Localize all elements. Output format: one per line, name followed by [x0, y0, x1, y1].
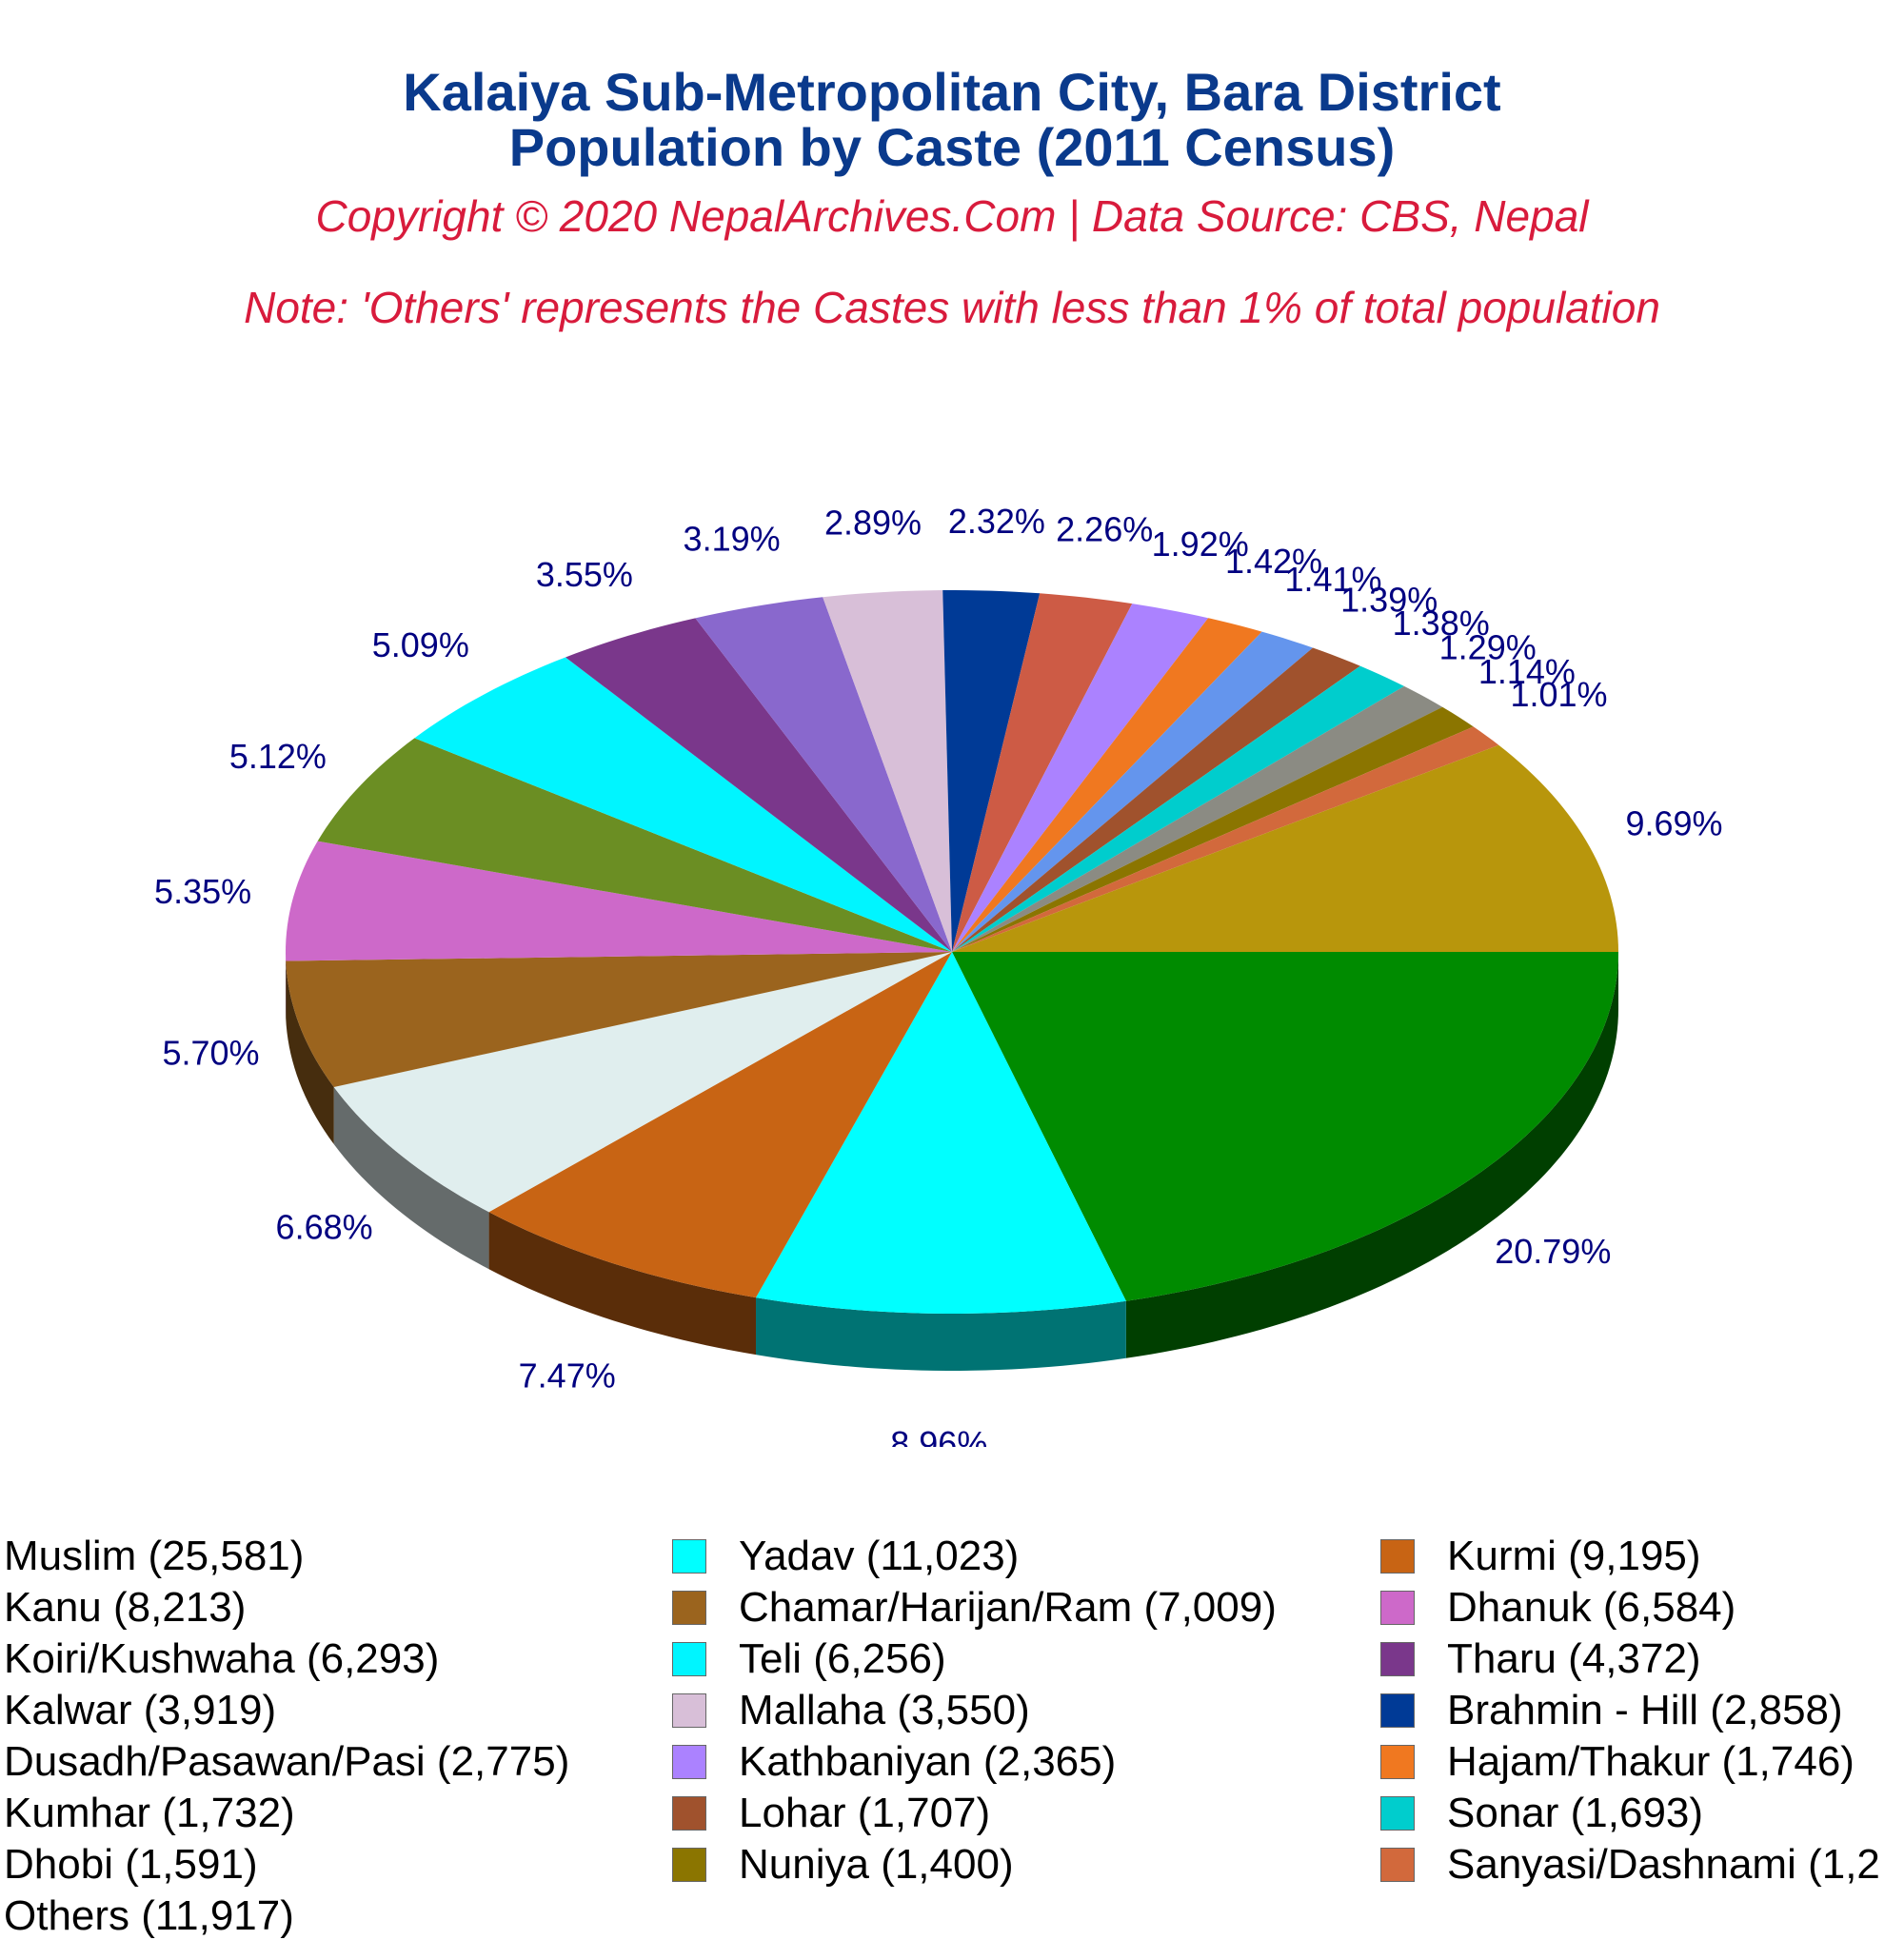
percent-label-kalwar: 3.19% — [684, 520, 781, 559]
legend-swatch — [1380, 1693, 1415, 1728]
legend-label: Koiri/Kushwaha (6,293) — [4, 1635, 439, 1683]
legend-label: Dusadh/Pasawan/Pasi (2,775) — [4, 1738, 569, 1786]
legend-label: Hajam/Thakur (1,746) — [1447, 1738, 1854, 1786]
legend-label: Yadav (11,023) — [739, 1533, 1019, 1580]
legend-swatch — [1380, 1745, 1415, 1779]
percent-label-dusadh-pasawan-pasi: 2.26% — [1056, 509, 1153, 548]
legend-swatch — [1380, 1539, 1415, 1574]
percent-label-dhanuk: 5.35% — [154, 872, 251, 911]
percent-label-kurmi: 7.47% — [519, 1356, 616, 1395]
legend-label: Mallaha (3,550) — [739, 1687, 1030, 1734]
legend-label: Chamar/Harijan/Ram (7,009) — [739, 1584, 1277, 1632]
legend-label: Lohar (1,707) — [739, 1790, 990, 1837]
legend-swatch — [1380, 1848, 1415, 1882]
percent-label-muslim: 20.79% — [1495, 1232, 1611, 1271]
pie-slices — [286, 590, 1618, 1314]
percent-label-sanyasi-dashnami: 1.01% — [1510, 675, 1607, 714]
legend-label: Dhobi (1,591) — [4, 1841, 258, 1889]
legend-swatch — [1380, 1796, 1415, 1831]
pie-chart: 20.79% 8.96% 7.47% 6.68% 5.70% 5.35% 5.12% 5.09… — [0, 0, 1904, 1447]
legend-label: Kanu (8,213) — [4, 1584, 246, 1632]
legend-label: Teli (6,256) — [739, 1635, 946, 1683]
legend-label: Kumhar (1,732) — [4, 1790, 295, 1837]
legend-label: Brahmin - Hill (2,858) — [1447, 1687, 1843, 1734]
legend-swatch — [672, 1642, 706, 1676]
legend-label: Muslim (25,581) — [4, 1533, 304, 1580]
legend-label: Sanyasi/Dashnami (1,2 — [1447, 1841, 1880, 1889]
legend-label: Sonar (1,693) — [1447, 1790, 1703, 1837]
percent-label-brahmin-hill: 2.32% — [948, 502, 1045, 541]
percent-label-tharu: 3.55% — [536, 555, 633, 594]
legend-swatch — [672, 1591, 706, 1625]
legend-label: Dhanuk (6,584) — [1447, 1584, 1735, 1632]
legend-label: Nuniya (1,400) — [739, 1841, 1014, 1889]
percent-label-yadav: 8.96% — [890, 1424, 987, 1447]
percent-label-mallaha: 2.89% — [824, 504, 922, 543]
legend-label: Kathbaniyan (2,365) — [739, 1738, 1116, 1786]
percent-label-chamar-harijan-ram: 5.70% — [162, 1033, 259, 1072]
legend-swatch — [1380, 1591, 1415, 1625]
legend-swatch — [672, 1693, 706, 1728]
legend-label: Tharu (4,372) — [1447, 1635, 1701, 1683]
legend-label: Others (11,917) — [4, 1892, 294, 1940]
legend-swatch — [672, 1796, 706, 1831]
legend-swatch — [1380, 1642, 1415, 1676]
legend-swatch — [672, 1539, 706, 1574]
legend-label: Kurmi (9,195) — [1447, 1533, 1701, 1580]
percent-label-kanu: 6.68% — [276, 1208, 373, 1247]
percent-label-others: 9.69% — [1625, 804, 1722, 843]
percent-label-koiri-kushwaha: 5.12% — [229, 737, 327, 776]
legend-label: Kalwar (3,919) — [4, 1687, 276, 1734]
legend-swatch — [672, 1848, 706, 1882]
legend-swatch — [672, 1745, 706, 1779]
percent-label-teli: 5.09% — [372, 625, 469, 664]
